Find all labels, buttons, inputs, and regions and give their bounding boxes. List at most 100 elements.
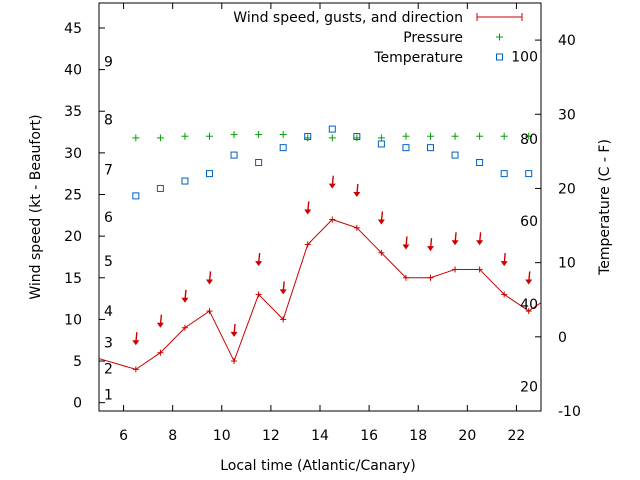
wind-speed-point bbox=[329, 216, 336, 223]
wind-direction-arrow bbox=[427, 238, 434, 252]
temperature-point bbox=[156, 184, 164, 192]
wind-direction-arrow bbox=[279, 281, 287, 295]
temperature-point bbox=[206, 170, 213, 178]
y-left-tick-label: 20 bbox=[64, 229, 82, 245]
y-right-tick-label: 0 bbox=[558, 330, 567, 346]
pressure-point bbox=[230, 131, 238, 139]
x-axis-label: Local time (Atlantic/Canary) bbox=[220, 458, 416, 474]
temperature-point bbox=[476, 158, 484, 166]
y-left-tick-label: 5 bbox=[73, 354, 82, 370]
wind-direction-arrow bbox=[328, 175, 336, 189]
arrow-head bbox=[402, 244, 410, 250]
y-left-tick-label: 25 bbox=[64, 188, 82, 204]
wind-speed-point bbox=[280, 316, 287, 323]
y-right-tick-label: 30 bbox=[558, 107, 576, 123]
pressure-point bbox=[500, 132, 508, 140]
pressure-point bbox=[476, 132, 484, 140]
wind-speed-point bbox=[304, 241, 311, 248]
pressure-point bbox=[353, 134, 361, 142]
y-right-tick-label: 20 bbox=[558, 181, 576, 197]
wind-speed-line bbox=[98, 218, 542, 370]
wind-direction-arrow bbox=[500, 253, 508, 267]
y-left-tick-label: 40 bbox=[64, 63, 82, 79]
data-series bbox=[98, 125, 542, 373]
fahrenheit-label: 20 bbox=[520, 380, 538, 396]
x-tick-label: 10 bbox=[213, 428, 231, 444]
y-left-tick-label: 15 bbox=[64, 271, 82, 287]
y-left-tick-label: 30 bbox=[64, 146, 82, 162]
beaufort-label: 8 bbox=[104, 113, 113, 129]
wind-direction-arrow bbox=[377, 211, 385, 225]
temperature-point bbox=[132, 192, 140, 200]
beaufort-label: 7 bbox=[104, 163, 113, 179]
wind-speed-point bbox=[181, 324, 188, 331]
temperature-point bbox=[255, 158, 263, 166]
arrow-head bbox=[476, 240, 484, 246]
arrow-head bbox=[427, 246, 434, 252]
temperature-point bbox=[304, 133, 312, 141]
y-axis-label-left: Wind speed (kt - Beaufort) bbox=[28, 114, 44, 299]
wind-speed-point bbox=[427, 274, 434, 281]
wind-speed-point bbox=[476, 266, 483, 273]
wind-direction-arrow bbox=[451, 232, 459, 246]
beaufort-label: 2 bbox=[104, 362, 113, 378]
legend-entry-label: Pressure bbox=[403, 30, 463, 46]
wind-speed-point bbox=[231, 358, 238, 365]
wind-speed-point bbox=[132, 366, 139, 373]
pressure-point bbox=[525, 132, 533, 140]
x-tick-label: 12 bbox=[262, 428, 280, 444]
temperature-point bbox=[500, 170, 508, 178]
y-left-tick-label: 45 bbox=[64, 21, 82, 37]
plot-frame bbox=[98, 2, 542, 412]
pressure-point bbox=[451, 132, 459, 140]
x-tick-label: 18 bbox=[409, 428, 427, 444]
wind-direction-arrow bbox=[181, 289, 189, 303]
y-right-tick-label: 10 bbox=[558, 256, 576, 272]
wind-direction-arrow bbox=[353, 183, 361, 198]
x-tick-label: 6 bbox=[119, 428, 128, 444]
wind-speed-point bbox=[353, 224, 360, 231]
wind-direction-arrow bbox=[402, 236, 410, 250]
y-left-tick-label: 35 bbox=[64, 104, 82, 120]
pressure-point bbox=[132, 134, 140, 142]
beaufort-label: 3 bbox=[104, 336, 113, 352]
pressure-point bbox=[377, 134, 385, 142]
arrow-head bbox=[279, 289, 287, 295]
fahrenheit-label: 40 bbox=[520, 297, 538, 313]
pressure-point bbox=[328, 134, 336, 142]
x-tick-label: 20 bbox=[458, 428, 476, 444]
pressure-point bbox=[427, 132, 434, 140]
pressure-point bbox=[255, 131, 263, 139]
beaufort-label: 5 bbox=[104, 254, 113, 270]
wind-speed-point bbox=[206, 308, 213, 315]
arrow-head bbox=[500, 261, 508, 267]
temperature-point bbox=[230, 151, 238, 159]
pressure-point bbox=[181, 132, 189, 140]
wind-speed-point bbox=[452, 266, 459, 273]
pressure-point bbox=[156, 134, 164, 142]
arrow-head bbox=[206, 279, 213, 285]
temperature-point bbox=[451, 151, 459, 159]
temperature-point bbox=[279, 144, 287, 152]
arrow-head bbox=[377, 219, 385, 225]
y-right-tick-label: 40 bbox=[558, 33, 576, 49]
x-tick-label: 14 bbox=[311, 428, 329, 444]
fahrenheit-label: 80 bbox=[520, 132, 538, 148]
legend: Wind speed, gusts, and direction Pressure… bbox=[233, 10, 523, 66]
arrow-head bbox=[230, 331, 238, 337]
beaufort-label: 9 bbox=[104, 54, 113, 70]
y-axis-label-right: Temperature (C - F) bbox=[597, 139, 613, 276]
y-left-tick-label: 0 bbox=[73, 396, 82, 412]
arrow-head bbox=[525, 279, 533, 285]
temperature-point bbox=[328, 125, 336, 133]
wind-speed-point bbox=[402, 274, 409, 281]
wind-speed-point bbox=[255, 291, 262, 298]
wind-direction-arrow bbox=[525, 271, 533, 285]
legend-entry-label: Temperature bbox=[373, 50, 463, 66]
wind-direction-arrow bbox=[156, 314, 164, 328]
wind-direction-arrow bbox=[255, 253, 263, 267]
temperature-point bbox=[525, 170, 533, 178]
wind-speed-point bbox=[378, 249, 385, 256]
fahrenheit-label: 100 bbox=[511, 49, 538, 65]
